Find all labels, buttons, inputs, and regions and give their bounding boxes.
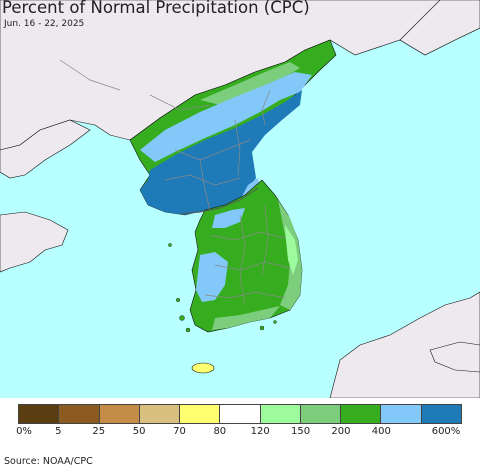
legend-tick-label: 70 xyxy=(173,426,186,437)
legend-swatch xyxy=(300,405,342,423)
legend-swatch xyxy=(180,405,221,423)
legend-swatch xyxy=(139,405,181,423)
south-korea-lightblue-north xyxy=(212,208,245,228)
precipitation-map xyxy=(0,0,480,398)
legend-swatch xyxy=(19,405,60,423)
small-islands xyxy=(168,243,277,333)
legend-swatch xyxy=(381,405,422,423)
legend-color-bar xyxy=(18,404,462,424)
south-korea-south-lightgreen xyxy=(212,306,280,330)
dmz-border xyxy=(179,187,259,215)
south-korea-lightblue-west xyxy=(196,252,228,302)
legend-tick-label: 5 xyxy=(55,426,62,437)
legend-labels: 0% 5 25 50 70 80 120 150 200 400 600% xyxy=(0,426,480,440)
japan-shikoku xyxy=(429,341,480,373)
north-korea-darkblue xyxy=(140,90,302,215)
south-korea-east-palegreen xyxy=(285,225,298,275)
legend-swatch xyxy=(99,405,140,423)
legend-swatch xyxy=(220,405,261,423)
legend-tick-label: 120 xyxy=(250,426,270,437)
shandong-peninsula xyxy=(0,211,69,273)
jeju-island xyxy=(191,362,215,374)
japan-landmass xyxy=(329,291,480,398)
legend-swatch xyxy=(260,405,301,423)
legend-tick-label: 25 xyxy=(92,426,106,437)
liaodong-peninsula xyxy=(0,119,91,179)
legend-tick-label: 600% xyxy=(431,426,461,437)
legend-tick-label: 80 xyxy=(213,426,227,437)
russia-landmass xyxy=(399,0,480,56)
legend-swatch xyxy=(421,405,461,423)
legend-swatch xyxy=(341,405,382,423)
north-korea-lightgreen-band xyxy=(200,62,300,105)
legend-tick-label: 150 xyxy=(290,426,311,437)
map-title: Percent of Normal Precipitation (CPC) xyxy=(2,0,310,17)
date-range: Jun. 16 - 22, 2025 xyxy=(4,19,85,29)
north-korea-lightblue-band xyxy=(140,72,312,162)
legend-tick-label: 50 xyxy=(132,426,146,437)
source-credit: Source: NOAA/CPC xyxy=(4,456,93,467)
legend-tick-label: 0% xyxy=(16,426,32,437)
province-borders xyxy=(59,59,291,306)
legend-tick-label: 200 xyxy=(331,426,351,437)
legend-tick-label: 400 xyxy=(371,426,391,437)
legend-swatch xyxy=(59,405,100,423)
